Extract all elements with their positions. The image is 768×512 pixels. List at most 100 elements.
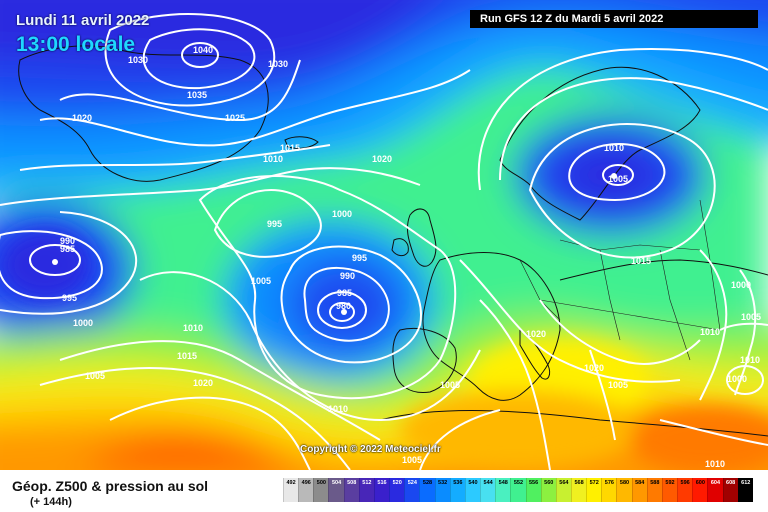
map-canvas: 1030 1040 1030 1035 1020 1025 1015 1010 … bbox=[0, 0, 768, 470]
coastline-greenland bbox=[18, 45, 269, 182]
isobar-1020-scandinavia bbox=[499, 77, 768, 181]
isobar-1010-north bbox=[0, 167, 421, 206]
isobar-1020-balkans bbox=[539, 299, 701, 365]
z500-low-atlantic-core bbox=[290, 260, 400, 350]
isobar-label: 990 bbox=[340, 271, 355, 281]
legend-value: 588 bbox=[650, 480, 660, 486]
legend-swatch: 520 bbox=[389, 478, 405, 502]
isobar-label: 1015 bbox=[177, 351, 197, 361]
isobar-label: 1010 bbox=[740, 355, 760, 365]
legend-swatch: 528 bbox=[419, 478, 435, 502]
isobar-1020-south bbox=[109, 396, 311, 470]
legend-swatch: 500 bbox=[313, 478, 329, 502]
legend-swatch: 592 bbox=[661, 478, 678, 502]
legend-value: 532 bbox=[438, 480, 448, 486]
isobar-label: 1015 bbox=[631, 256, 651, 266]
isobar-1005-atlantic bbox=[139, 271, 481, 422]
isobar-1015-north bbox=[19, 144, 331, 171]
low-center-scandinavia bbox=[611, 173, 617, 179]
isobar-1015-south bbox=[39, 367, 351, 470]
isobar-label: 1000 bbox=[332, 209, 352, 219]
legend-swatch: 508 bbox=[343, 478, 359, 502]
border-3 bbox=[599, 249, 621, 341]
legend-value: 540 bbox=[468, 480, 478, 486]
isobar-label: 1000 bbox=[731, 280, 751, 290]
isobar-1010-southeast bbox=[659, 419, 768, 446]
isobar-label: 1025 bbox=[225, 113, 245, 123]
isobar-label: 1030 bbox=[128, 55, 148, 65]
legend-swatch: 584 bbox=[631, 478, 647, 502]
legend-value: 576 bbox=[604, 480, 614, 486]
isobar-label: 985 bbox=[60, 244, 75, 254]
coastline-iceland bbox=[284, 136, 319, 149]
legend-swatch: 612 bbox=[737, 478, 753, 502]
isobar-label: 1005 bbox=[608, 174, 628, 184]
coastline-eastern-europe bbox=[559, 259, 768, 281]
coastlines bbox=[18, 45, 768, 437]
isobar-1010-east bbox=[699, 249, 728, 401]
isobar-label: 1005 bbox=[440, 380, 460, 390]
model-run-banner: Run GFS 12 Z du Mardi 5 avril 2022 bbox=[470, 10, 758, 28]
isobar-1000-southeast bbox=[726, 365, 764, 395]
z500-low-scandinavia-core bbox=[560, 145, 660, 205]
coastline-iberia bbox=[392, 327, 457, 394]
legend-value: 600 bbox=[695, 480, 705, 486]
legend-swatch: 580 bbox=[616, 478, 632, 502]
isobar-label: 1005 bbox=[741, 312, 761, 322]
map-footer: Géop. Z500 & pression au sol (+ 144h) 49… bbox=[0, 470, 768, 512]
color-scale-legend: 492 496 500 504 508 512 516 520 524 528 532 536 540 5… bbox=[283, 478, 753, 502]
isobar-1025 bbox=[59, 59, 301, 122]
legend-value: 500 bbox=[316, 480, 326, 486]
isobar-label: 1005 bbox=[251, 276, 271, 286]
legend-value: 548 bbox=[498, 480, 508, 486]
isobars bbox=[0, 12, 768, 470]
legend-swatch: 560 bbox=[540, 478, 556, 502]
isobar-980 bbox=[329, 302, 355, 322]
legend-value: 584 bbox=[635, 480, 645, 486]
isobar-label: 995 bbox=[267, 219, 282, 229]
isobar-label: 1030 bbox=[268, 59, 288, 69]
isobar-label: 1010 bbox=[604, 143, 624, 153]
legend-swatch: 548 bbox=[495, 478, 511, 502]
isobar-995-mid bbox=[213, 189, 322, 258]
isobar-1000-east bbox=[734, 269, 757, 396]
legend-value: 556 bbox=[528, 480, 539, 486]
lead-time: (+ 144h) bbox=[30, 496, 72, 508]
coastline-great-britain bbox=[407, 208, 437, 267]
isobar-label: 1005 bbox=[402, 455, 422, 465]
copyright-notice: Copyright © 2022 Meteociel.fr bbox=[300, 444, 441, 455]
coastline-north-africa bbox=[379, 410, 768, 437]
isobar-1040 bbox=[181, 42, 219, 68]
z500-zone-592 bbox=[80, 432, 300, 470]
isobar-1005-east bbox=[719, 322, 768, 331]
isobar-label: 1010 bbox=[183, 323, 203, 333]
legend-swatch: 512 bbox=[358, 478, 374, 502]
legend-swatch: 492 bbox=[283, 478, 299, 502]
forecast-date: Lundi 11 avril 2022 bbox=[16, 12, 150, 29]
legend-swatch: 576 bbox=[601, 478, 617, 502]
legend-value: 516 bbox=[377, 480, 387, 486]
isobar-label: 1035 bbox=[187, 90, 207, 100]
legend-value: 564 bbox=[559, 480, 569, 486]
legend-value: 580 bbox=[619, 480, 630, 486]
legend-value: 536 bbox=[453, 480, 463, 486]
isobar-label: 1005 bbox=[85, 371, 105, 381]
forecast-local-time: 13:00 locale bbox=[16, 33, 136, 56]
isobar-1025-northeast bbox=[477, 48, 768, 191]
isobar-995-west bbox=[0, 230, 103, 300]
legend-value: 572 bbox=[589, 480, 599, 486]
legend-value: 608 bbox=[726, 480, 736, 486]
legend-value: 504 bbox=[331, 480, 342, 486]
isobar-985 bbox=[317, 291, 367, 329]
low-center-west bbox=[52, 259, 58, 265]
isobar-label: 1020 bbox=[526, 329, 546, 339]
legend-value: 508 bbox=[347, 480, 357, 486]
isobar-label: 1010 bbox=[328, 404, 348, 414]
legend-swatch: 532 bbox=[434, 478, 450, 502]
border-6 bbox=[699, 199, 721, 331]
legend-value: 596 bbox=[680, 480, 690, 486]
isobar-label: 1010 bbox=[263, 154, 283, 164]
isobar-label: 980 bbox=[336, 301, 351, 311]
legend-swatch: 596 bbox=[677, 478, 693, 502]
pressure-center-markers bbox=[52, 173, 617, 315]
